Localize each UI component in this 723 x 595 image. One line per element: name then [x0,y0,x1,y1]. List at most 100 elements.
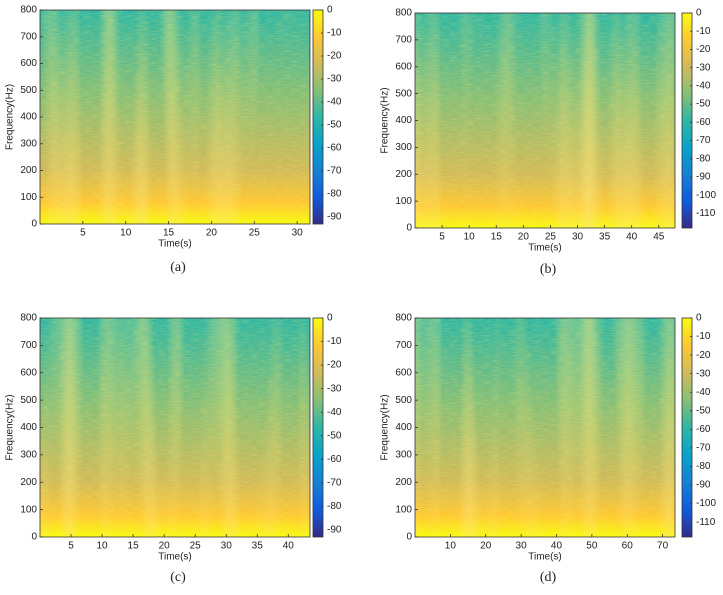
colorbar-tick-label: -50 [696,99,711,110]
y-tick-label: 400 [395,115,412,126]
y-tick-label: 300 [20,138,37,149]
y-tick-label: 400 [395,422,412,433]
colorbar-tick-label: -40 [327,407,342,418]
x-tick-label: 40 [626,232,638,243]
colorbar-frame [312,9,324,225]
x-tick-label: 70 [657,541,669,552]
y-axis-label: Frequency(Hz) [5,84,16,150]
y-tick-label: 400 [20,422,37,433]
y-tick-label: 400 [20,112,37,123]
colorbar [682,13,692,228]
x-tick-label: 5 [68,541,74,552]
spectrogram-texture [40,318,310,537]
colorbar-tick-label: -40 [696,81,711,92]
y-axis-label: Frequency(Hz) [5,394,16,460]
x-tick-label: 30 [572,232,584,243]
colorbar-tick-label: -80 [327,189,342,200]
colorbar-tick-label: -70 [327,477,342,488]
y-tick-label: 0 [406,223,412,234]
colorbar-tick-label: -50 [327,430,342,441]
colorbar-tick-label: -20 [696,44,711,55]
colorbar-frame [312,317,324,538]
spectrogram-texture [40,10,310,224]
caption: (a) [170,260,186,275]
x-tick-label: 40 [283,541,295,552]
y-tick-label: 700 [395,340,412,351]
y-tick-label: 500 [395,395,412,406]
y-tick-label: 200 [395,477,412,488]
colorbar-frame [681,317,693,538]
x-tick-label: 35 [599,232,611,243]
colorbar-tick-label: -10 [327,336,342,347]
x-tick-label: 25 [249,228,261,239]
y-tick-label: 500 [395,88,412,99]
x-tick-label: 25 [190,541,202,552]
colorbar-tick-label: 0 [327,313,333,324]
y-tick-label: 0 [31,219,37,230]
y-tick-label: 800 [395,8,412,19]
colorbar-tick-label: -10 [696,331,711,342]
y-tick-label: 600 [395,367,412,378]
colorbar [682,318,692,537]
x-tick-label: 25 [545,232,557,243]
y-axis-label: Frequency(Hz) [380,394,391,460]
y-tick-label: 700 [20,31,37,42]
colorbar-tick-label: -50 [696,405,711,416]
x-tick-label: 15 [163,228,175,239]
colorbar-tick-label: -20 [327,360,342,371]
x-tick-label: 10 [97,541,109,552]
colorbar-tick-label: -80 [327,501,342,512]
x-tick-label: 20 [159,541,171,552]
y-tick-label: 600 [395,61,412,72]
colorbar-tick-label: -110 [696,208,716,219]
x-tick-label: 10 [445,541,457,552]
x-tick-label: 20 [518,232,530,243]
y-tick-label: 800 [20,313,37,324]
colorbar-tick-label: -60 [696,117,711,128]
x-tick-label: 20 [206,228,218,239]
colorbar-tick-label: -30 [327,74,342,85]
y-tick-label: 100 [395,504,412,515]
spectrogram-texture [415,318,675,537]
x-tick-label: 35 [252,541,264,552]
colorbar [313,10,323,224]
colorbar-tick-label: -70 [696,443,711,454]
colorbar-tick-label: -90 [696,172,711,183]
y-tick-label: 200 [20,165,37,176]
colorbar-tick-label: -100 [696,498,716,509]
colorbar-tick-label: -100 [696,190,716,201]
x-tick-label: 50 [586,541,598,552]
colorbar-tick-label: -110 [696,517,716,528]
colorbar-tick-label: -80 [696,461,711,472]
y-tick-label: 300 [20,450,37,461]
caption: (c) [170,570,186,585]
colorbar-tick-label: -60 [327,143,342,154]
y-tick-label: 100 [20,504,37,515]
colorbar-tick-label: -20 [696,350,711,361]
colorbar-tick-label: -40 [327,97,342,108]
colorbar-tick-label: -20 [327,51,342,62]
colorbar-tick-label: -30 [327,383,342,394]
colorbar-tick-label: -10 [327,28,342,39]
x-tick-label: 45 [653,232,665,243]
colorbar-tick-label: -30 [696,62,711,73]
x-tick-label: 5 [80,228,86,239]
x-tick-label: 15 [128,541,140,552]
y-tick-label: 100 [395,196,412,207]
y-tick-label: 700 [395,35,412,46]
x-axis-label: Time(s) [158,239,192,250]
y-tick-label: 600 [20,367,37,378]
colorbar [313,318,323,537]
colorbar-tick-label: -60 [327,454,342,465]
y-tick-label: 300 [395,142,412,153]
x-tick-label: 5 [439,232,445,243]
y-tick-label: 100 [20,192,37,203]
x-tick-label: 20 [480,541,492,552]
x-tick-label: 40 [551,541,563,552]
x-tick-label: 30 [516,541,528,552]
colorbar-tick-label: 0 [696,313,702,324]
colorbar-tick-label: -90 [327,212,342,223]
colorbar-tick-label: -90 [696,480,711,491]
caption: (b) [540,262,557,277]
